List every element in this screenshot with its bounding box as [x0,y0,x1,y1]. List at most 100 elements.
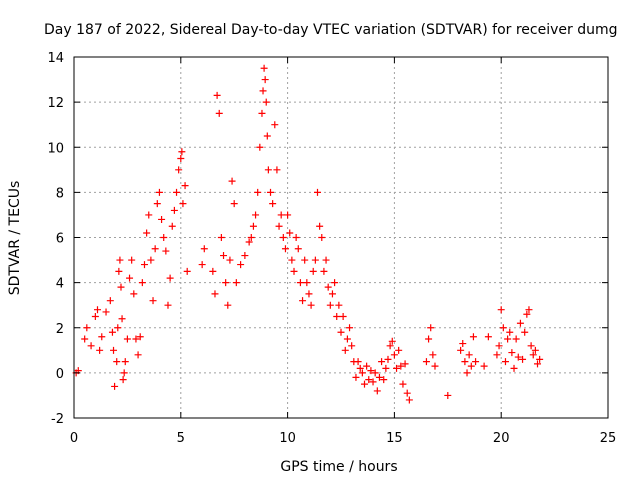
data-point [467,362,475,370]
data-point [164,301,172,309]
data-point [260,64,268,72]
data-point [115,267,123,275]
data-point [178,148,186,156]
data-point [117,283,125,291]
data-point [534,360,542,368]
x-tick-label: 10 [279,431,296,446]
data-point [320,267,328,275]
data-point [299,297,307,305]
data-point [307,301,315,309]
data-point [405,396,413,404]
data-point [292,234,300,241]
data-point [294,245,302,253]
y-tick-label: 2 [56,322,64,337]
data-point [263,132,271,140]
data-point [386,342,394,350]
data-point [121,358,129,366]
data-point [237,261,245,269]
data-point [314,188,322,196]
data-point [222,279,230,287]
data-point [160,234,168,241]
data-point [465,351,473,359]
data-point [269,200,277,208]
data-point [296,279,304,287]
data-point [504,335,512,343]
data-point [514,353,522,361]
data-point [429,351,437,359]
data-point [523,310,531,318]
data-point [245,238,253,246]
data-point [224,301,232,309]
data-point [83,324,91,332]
data-point [501,358,509,366]
data-point [275,222,283,230]
data-point [395,346,403,354]
data-point [444,391,452,399]
data-point [380,376,388,384]
data-point [303,279,311,287]
data-point [331,279,339,287]
data-point [493,351,501,359]
data-point [158,215,166,223]
data-point [143,229,151,237]
data-point [179,200,187,208]
data-point [354,358,362,366]
data-point [367,367,375,375]
data-point [339,312,347,320]
data-point [226,256,234,264]
data-point [309,267,317,275]
data-point [516,319,524,327]
data-point [91,312,99,320]
data-point [318,234,326,241]
data-point [155,188,163,196]
data-point [279,234,287,241]
data-point [241,252,249,260]
data-point [256,143,264,151]
data-point [326,301,334,309]
y-tick-label: 4 [56,277,64,292]
data-point [249,222,257,230]
data-point [335,301,343,309]
data-point [87,342,95,350]
data-point [286,229,294,237]
data-point [290,267,298,275]
y-axis-label: SDTVAR / TECUs [7,181,23,296]
data-point [341,346,349,354]
data-point [322,256,330,264]
data-point [147,256,155,264]
data-point [264,166,272,174]
x-tick-label: 15 [386,431,403,446]
x-tick-label: 25 [600,431,617,446]
data-point [403,389,411,397]
data-point [461,358,469,366]
data-point [375,373,383,381]
data-point [102,308,110,316]
data-point [262,98,270,106]
data-point [348,342,356,350]
data-point [343,335,351,343]
data-point [463,369,471,377]
data-point [506,328,514,336]
data-point [217,234,225,241]
x-axis-label: GPS time / hours [280,459,397,475]
data-point [110,346,118,354]
data-point [388,337,396,345]
data-point [145,211,153,219]
data-point [521,328,529,336]
y-tick-label: 6 [56,232,64,247]
data-point [153,200,161,208]
data-point [288,256,296,264]
data-point [512,335,520,343]
data-point [363,362,371,370]
data-point [175,166,183,174]
y-tick-label: 14 [47,51,64,66]
data-point [113,358,121,366]
data-point [328,290,336,298]
data-point [108,328,116,336]
data-point [382,364,390,372]
data-point [360,380,368,388]
data-point [425,335,433,343]
y-tick-label: 10 [47,141,64,156]
data-point [177,155,185,163]
